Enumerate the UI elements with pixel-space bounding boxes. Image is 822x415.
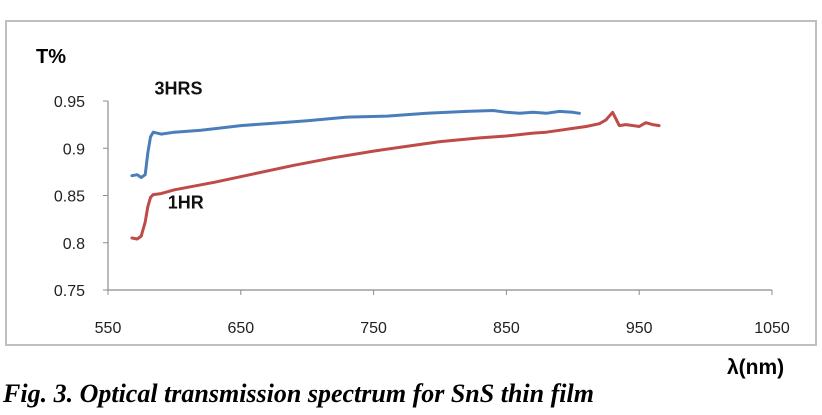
y-axis-label: T% [36, 46, 66, 68]
annotation-layer: 3HRS 1HR [154, 78, 203, 212]
figure-caption: Fig. 3. Optical transmission spectrum fo… [3, 379, 594, 408]
y-tick-label: 0.8 [63, 236, 85, 253]
series-layer [130, 109, 661, 241]
y-tick-label: 0.85 [54, 189, 85, 206]
series-annotation-1: 3HRS [154, 78, 202, 98]
x-tick-label: 650 [227, 320, 254, 337]
y-tick-label: 0.9 [63, 141, 85, 158]
y-tick-label: 0.95 [54, 94, 85, 111]
y-tick-label: 0.75 [54, 283, 85, 300]
series-line-2 [130, 110, 661, 241]
chart-frame [5, 20, 817, 346]
series-line-1 [130, 109, 581, 179]
x-tick-label: 1050 [754, 320, 790, 337]
x-tick-label: 850 [493, 320, 520, 337]
series-annotation-2: 1HR [168, 193, 204, 213]
x-tick-label: 550 [95, 320, 122, 337]
axes: 0.75 0.8 0.85 0.9 0.95 550 650 750 850 950 1050 [54, 94, 790, 337]
x-tick-label: 950 [626, 320, 653, 337]
x-axis-label: λ(nm) [727, 356, 785, 379]
x-tick-label: 750 [360, 320, 387, 337]
